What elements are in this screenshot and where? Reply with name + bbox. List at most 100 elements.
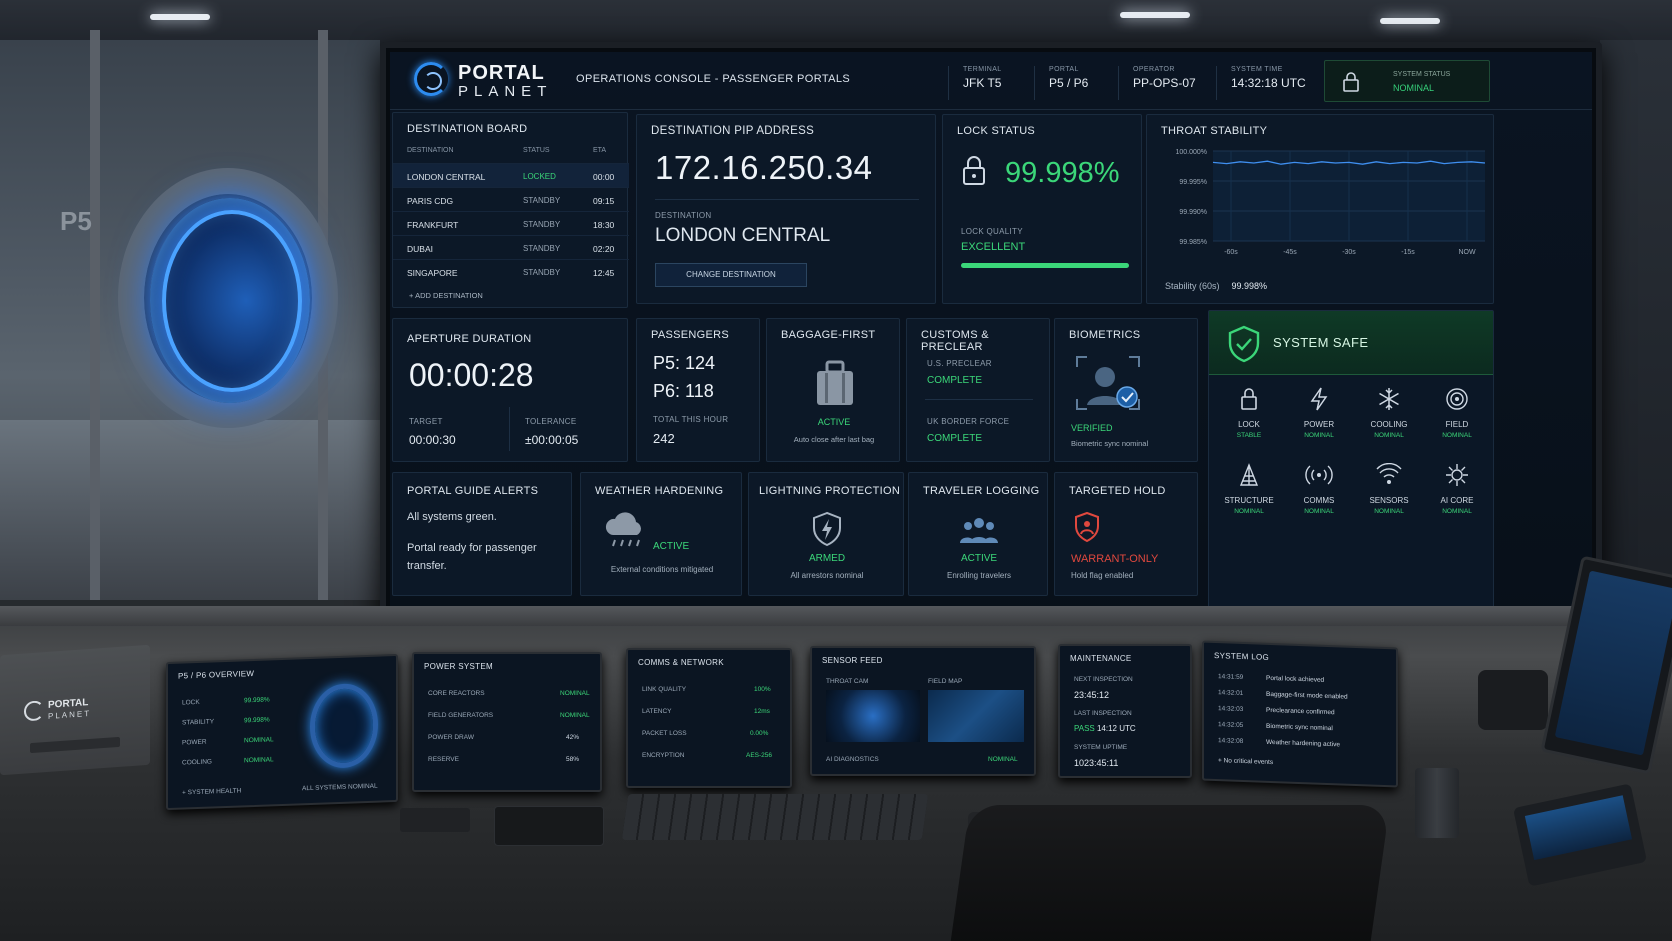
ceiling-lamp [1380, 18, 1440, 24]
travelers-icon [960, 518, 998, 543]
desk-switch-row[interactable] [30, 736, 120, 754]
main-monitor: PORTAL PLANET OPERATIONS CONSOLE - PASSE… [380, 42, 1602, 632]
keyboard[interactable] [621, 794, 929, 840]
customs-preclear-panel: CUSTOMS & PRECLEAR U.S. PRECLEAR COMPLET… [906, 318, 1050, 462]
desk-edge [0, 606, 1672, 626]
divider [509, 407, 510, 451]
ceiling-lamp [150, 14, 210, 20]
aperture-duration-panel: APERTURE DURATION 00:00:28 TARGET 00:00:… [392, 318, 628, 462]
destination-row[interactable]: FRANKFURT STANDBY 18:30 [393, 211, 629, 235]
sensors-icon [1376, 462, 1402, 484]
hold-status: WARRANT-ONLY [1071, 553, 1159, 565]
operations-console-screen: PORTAL PLANET OPERATIONS CONSOLE - PASSE… [390, 52, 1592, 622]
y-tick-label: 99.990% [1179, 209, 1207, 216]
desk-control-panel: PORTAL PLANET [0, 644, 150, 776]
x-tick-label: -30s [1342, 249, 1356, 256]
sensor-feed-mini-screen: SENSOR FEED THROAT CAM FIELD MAP AI DIAG… [810, 646, 1036, 776]
ai-core-status-tile[interactable]: AI CORE NOMINAL [1427, 463, 1487, 515]
ceiling-lamp [1120, 12, 1190, 18]
y-tick-label: 99.985% [1179, 239, 1207, 246]
lock-quality-bar [961, 263, 1129, 268]
lightning-protection-panel: LIGHTNING PROTECTION ARMED All arrestors… [748, 472, 904, 596]
x-tick-label: -60s [1224, 249, 1238, 256]
power-icon [1310, 387, 1328, 411]
desk-dock[interactable] [494, 806, 604, 846]
aperture-duration-value: 00:00:28 [409, 357, 534, 393]
lock-icon [963, 156, 985, 185]
system-safe-banner: SYSTEM SAFE [1209, 311, 1493, 375]
field-map-feed[interactable] [928, 690, 1024, 742]
lock-quality-value: EXCELLENT [961, 241, 1026, 253]
desk-device[interactable] [400, 808, 470, 832]
destination-value: LONDON CENTRAL [655, 225, 831, 246]
x-tick-label: -15s [1401, 249, 1415, 256]
change-destination-button[interactable]: CHANGE DESTINATION [655, 263, 807, 287]
background-wall [1600, 40, 1672, 600]
divider [925, 399, 1033, 400]
lock-status-value: 99.998% [1005, 157, 1120, 189]
pip-address-value: 172.16.250.34 [655, 149, 873, 186]
lock-icon [1241, 388, 1257, 410]
destination-row[interactable]: LONDON CENTRAL LOCKED 00:00 [393, 163, 629, 187]
system-status-box[interactable]: SYSTEM STATUS NOMINAL [1324, 60, 1490, 102]
background-portal-ring [162, 210, 302, 392]
field-status-tile[interactable]: FIELD NOMINAL [1427, 387, 1487, 439]
cooling-status-tile[interactable]: COOLING NOMINAL [1359, 387, 1419, 439]
lock-quality-fill [961, 263, 1129, 268]
destination-row[interactable]: PARIS CDG STANDBY 09:15 [393, 187, 629, 211]
console-title: OPERATIONS CONSOLE - PASSENGER PORTALS [576, 73, 851, 85]
destination-row[interactable]: DUBAI STANDBY 02:20 [393, 235, 629, 259]
maintenance-mini-screen: MAINTENANCE NEXT INSPECTION 23:45:12 LAS… [1058, 644, 1192, 778]
lock-status-panel: LOCK STATUS 99.998% LOCK QUALITY EXCELLE… [942, 114, 1142, 304]
face-scan-icon [1076, 356, 1140, 410]
snowflake-icon [1379, 388, 1399, 410]
logo-text: PORTAL [458, 62, 545, 84]
terminal-floor [0, 420, 380, 600]
weather-hardening-panel: WEATHER HARDENING ACTIVE External condit… [580, 472, 742, 596]
system-log-mini-screen: SYSTEM LOG 14:31:59 Portal lock achieved … [1202, 640, 1398, 788]
cup [1415, 768, 1459, 838]
lock-icon [1343, 72, 1359, 92]
throat-stability-panel: THROAT STABILITY 100.000% 99.995% 99.990% 9… [1146, 114, 1494, 304]
header-bar: PORTAL PLANET OPERATIONS CONSOLE - PASSE… [390, 52, 1592, 110]
pip-address-panel: DESTINATION PIP ADDRESS 172.16.250.34 DE… [636, 114, 936, 304]
portal-logo-icon [24, 700, 44, 722]
desk-phone[interactable] [1478, 670, 1548, 730]
y-tick-label: 100.000% [1175, 149, 1207, 156]
y-tick-label: 99.995% [1179, 179, 1207, 186]
field-icon [1446, 388, 1468, 410]
lock-status-tile[interactable]: LOCK STABLE [1219, 387, 1279, 439]
overview-mini-screen: P5 / P6 OVERVIEW LOCK 99.998% STABILITY 99… [166, 653, 398, 811]
cloud-rain-icon [605, 512, 641, 547]
header-stat-time: SYSTEM TIME 14:32:18 UTC [1216, 66, 1306, 100]
panel-title: DESTINATION BOARD [407, 123, 528, 135]
header-stat-portal: PORTAL P5 / P6 [1034, 66, 1088, 100]
divider [655, 199, 919, 200]
traveler-logging-panel: TRAVELER LOGGING ACTIVE Enrolling travel… [908, 472, 1048, 596]
throat-cam-feed[interactable] [826, 690, 920, 742]
biometrics-panel: BIOMETRICS VERIFIED Biometric sync nomin… [1054, 318, 1198, 462]
logo-subtext: PLANET [458, 83, 553, 100]
comms-status-tile[interactable]: COMMS NOMINAL [1289, 463, 1349, 515]
portal-logo-icon [414, 62, 448, 96]
x-tick-label: NOW [1458, 249, 1476, 256]
power-status-tile[interactable]: POWER NOMINAL [1289, 387, 1349, 439]
suitcase-icon [817, 360, 853, 405]
structure-status-tile[interactable]: STRUCTURE NOMINAL [1219, 463, 1279, 515]
comms-icon [1305, 465, 1333, 485]
x-tick-label: -45s [1283, 249, 1297, 256]
header-stat-terminal: TERMINAL JFK T5 [948, 66, 1002, 100]
system-safe-panel: SYSTEM SAFE LOCK STABLE POWER NOMINAL COOL… [1208, 310, 1494, 622]
targeted-hold-panel: TARGETED HOLD WARRANT-ONLY Hold flag ena… [1054, 472, 1198, 596]
add-destination-button[interactable]: + ADD DESTINATION [409, 291, 483, 300]
header-stat-operator: OPERATOR PP-OPS-07 [1118, 66, 1196, 100]
shield-bolt-icon [813, 511, 841, 547]
passengers-panel: PASSENGERS P5: 124 P6: 118 TOTAL THIS HO… [636, 318, 760, 462]
sensors-status-tile[interactable]: SENSORS NOMINAL [1359, 462, 1419, 515]
system-health-link[interactable]: + SYSTEM HEALTH [182, 787, 242, 797]
gate-label: P5 [60, 206, 92, 236]
destination-board-panel: DESTINATION BOARD DESTINATION STATUS ETA… [392, 112, 629, 308]
power-system-mini-screen: POWER SYSTEM CORE REACTORS NOMINAL FIELD … [412, 652, 602, 792]
destination-row[interactable]: SINGAPORE STANDBY 12:45 [393, 259, 629, 283]
stability-series-line [1212, 160, 1486, 165]
